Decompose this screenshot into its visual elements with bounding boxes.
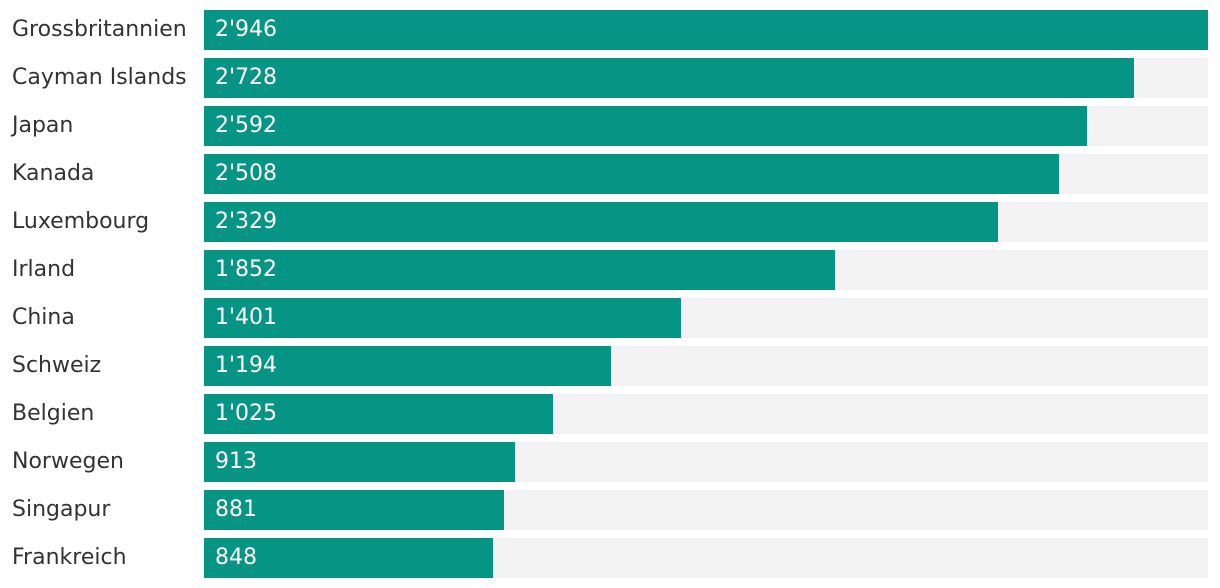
category-label: Singapur bbox=[12, 497, 111, 522]
category-label: Belgien bbox=[12, 401, 95, 426]
bar: 913 bbox=[204, 442, 515, 482]
bar-row: Japan 2'592 bbox=[0, 106, 1220, 146]
bar-track: 1'025 bbox=[204, 394, 1208, 434]
category-label: Schweiz bbox=[12, 353, 102, 378]
bar-track: 1'852 bbox=[204, 250, 1208, 290]
bar: 2'329 bbox=[204, 202, 998, 242]
bar-track: 2'728 bbox=[204, 58, 1208, 98]
category-label: Frankreich bbox=[12, 545, 127, 570]
bar: 2'508 bbox=[204, 154, 1059, 194]
bar-track: 2'329 bbox=[204, 202, 1208, 242]
bar: 1'401 bbox=[204, 298, 681, 338]
bar-track: 2'508 bbox=[204, 154, 1208, 194]
bar: 2'592 bbox=[204, 106, 1087, 146]
value-label: 2'508 bbox=[215, 161, 278, 186]
bar: 1'852 bbox=[204, 250, 835, 290]
bar-track: 1'401 bbox=[204, 298, 1208, 338]
bar: 2'728 bbox=[204, 58, 1134, 98]
category-label: Grossbritannien bbox=[12, 17, 187, 42]
bar: 848 bbox=[204, 538, 493, 578]
bar-row: Norwegen 913 bbox=[0, 442, 1220, 482]
value-label: 1'025 bbox=[215, 401, 278, 426]
value-label: 881 bbox=[215, 497, 257, 522]
bar-track: 913 bbox=[204, 442, 1208, 482]
bar-row: Luxembourg 2'329 bbox=[0, 202, 1220, 242]
bar-row: Frankreich 848 bbox=[0, 538, 1220, 578]
bar-track: 881 bbox=[204, 490, 1208, 530]
value-label: 913 bbox=[215, 449, 257, 474]
value-label: 1'852 bbox=[215, 257, 278, 282]
bar-row: Singapur 881 bbox=[0, 490, 1220, 530]
bar: 881 bbox=[204, 490, 504, 530]
value-label: 1'194 bbox=[215, 353, 278, 378]
category-label: Irland bbox=[12, 257, 76, 282]
bar-row: Belgien 1'025 bbox=[0, 394, 1220, 434]
value-label: 2'946 bbox=[215, 17, 278, 42]
category-label: Cayman Islands bbox=[12, 65, 187, 90]
bar-row: Irland 1'852 bbox=[0, 250, 1220, 290]
bar-row: Cayman Islands 2'728 bbox=[0, 58, 1220, 98]
value-label: 1'401 bbox=[215, 305, 278, 330]
bar-row: China 1'401 bbox=[0, 298, 1220, 338]
bar-track: 848 bbox=[204, 538, 1208, 578]
category-label: Norwegen bbox=[12, 449, 124, 474]
value-label: 2'728 bbox=[215, 65, 278, 90]
category-label: Japan bbox=[12, 113, 74, 138]
bar: 1'025 bbox=[204, 394, 553, 434]
bar: 1'194 bbox=[204, 346, 611, 386]
bar-row: Kanada 2'508 bbox=[0, 154, 1220, 194]
category-label: China bbox=[12, 305, 75, 330]
bar-track: 2'592 bbox=[204, 106, 1208, 146]
category-label: Kanada bbox=[12, 161, 95, 186]
value-label: 848 bbox=[215, 545, 257, 570]
bar: 2'946 bbox=[204, 10, 1208, 50]
bar-row: Grossbritannien 2'946 bbox=[0, 10, 1220, 50]
value-label: 2'329 bbox=[215, 209, 278, 234]
value-label: 2'592 bbox=[215, 113, 278, 138]
bar-track: 2'946 bbox=[204, 10, 1208, 50]
bar-row: Schweiz 1'194 bbox=[0, 346, 1220, 386]
category-label: Luxembourg bbox=[12, 209, 150, 234]
bar-track: 1'194 bbox=[204, 346, 1208, 386]
